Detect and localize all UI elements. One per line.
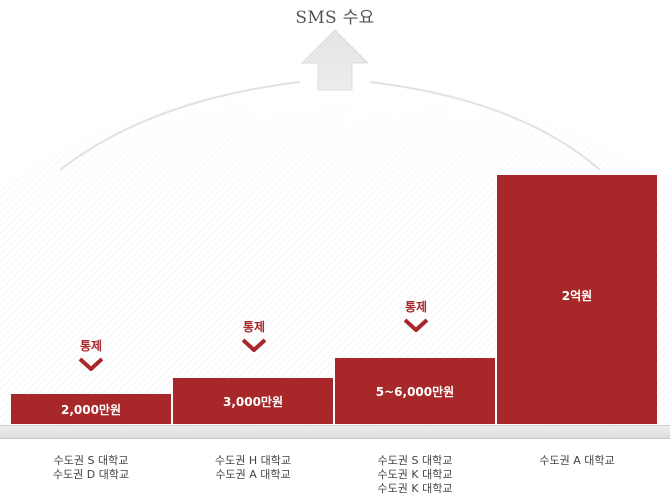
chevron-down-icon (404, 318, 428, 332)
amount-label-1: 2,000만원 (60, 402, 122, 417)
university-name: 수도권 A 대학교 (215, 468, 291, 481)
control-marker-2: 통제 (224, 318, 284, 352)
control-label-3: 통제 (404, 300, 428, 314)
university-name: 수도권 S 대학교 (377, 454, 453, 467)
amount-label-3: 5~6,000만원 (375, 384, 455, 399)
university-list-4: 수도권 A 대학교 (497, 454, 657, 468)
diagram-title: SMS 수요 (295, 8, 375, 28)
baseline-track (0, 425, 670, 439)
amount-label-4: 2억원 (561, 289, 593, 303)
university-list-1: 수도권 S 대학교 수도권 D 대학교 (11, 454, 171, 482)
amount-bar-3: 5~6,000만원 (335, 358, 495, 424)
university-list-3: 수도권 S 대학교 수도권 K 대학교 수도권 K 대학교 (335, 454, 495, 496)
control-marker-3: 통제 (386, 298, 446, 332)
university-name: 수도권 K 대학교 (377, 482, 453, 495)
university-name: 수도권 K 대학교 (377, 468, 453, 481)
chevron-down-icon (242, 338, 266, 352)
up-arrow-icon (300, 29, 370, 91)
amount-bar-4: 2억원 (497, 175, 657, 424)
chevron-down-icon (79, 357, 103, 371)
university-name: 수도권 D 대학교 (52, 468, 130, 481)
control-label-1: 통제 (79, 339, 103, 353)
amount-label-2: 3,000만원 (222, 394, 284, 409)
amount-bar-2: 3,000만원 (173, 378, 333, 424)
arch-line (59, 81, 601, 171)
university-name: 수도권 A 대학교 (539, 454, 615, 467)
amount-bar-1: 2,000만원 (11, 394, 171, 424)
control-label-2: 통제 (242, 320, 266, 334)
control-marker-1: 통제 (61, 337, 121, 371)
university-name: 수도권 H 대학교 (215, 454, 291, 467)
university-name: 수도권 S 대학교 (53, 454, 129, 467)
university-list-2: 수도권 H 대학교 수도권 A 대학교 (173, 454, 333, 482)
